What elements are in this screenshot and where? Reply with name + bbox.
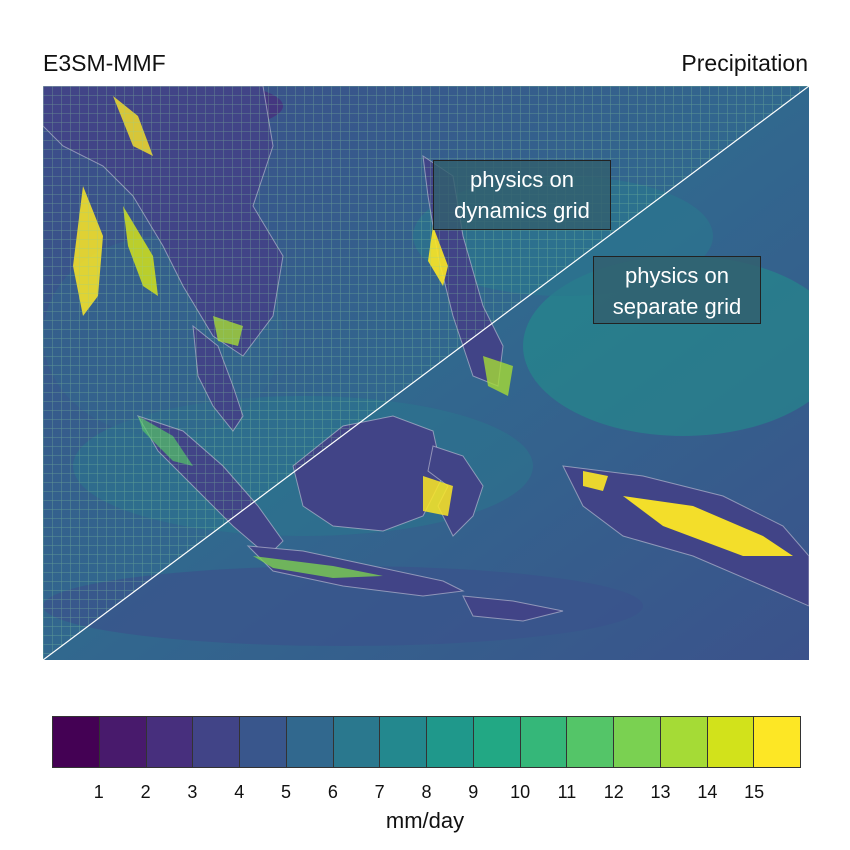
lesser-sunda xyxy=(462,595,564,622)
physics-on-dynamics-grid-label: physics on dynamics grid xyxy=(433,160,611,230)
precipitation-map: physics on dynamics grid physics on sepa… xyxy=(43,86,809,660)
colorbar-swatch xyxy=(193,717,240,767)
colorbar-tick-label: 12 xyxy=(603,782,624,802)
dynamics-label-line1: physics on xyxy=(470,167,574,192)
colorbar-swatch xyxy=(473,717,521,767)
colorbar-swatch xyxy=(660,717,708,767)
colorbar-tick-label: 2 xyxy=(140,782,151,802)
colorbar-swatch xyxy=(427,717,474,767)
colorbar xyxy=(52,716,801,768)
colorbar-tick-label: 8 xyxy=(421,782,432,802)
colorbar-swatch xyxy=(707,717,755,767)
colorbar-tick-label: 13 xyxy=(650,782,671,802)
colorbar-tick-label: 14 xyxy=(697,782,718,802)
colorbar-swatch xyxy=(99,717,147,767)
new-guinea xyxy=(562,465,809,607)
colorbar-swatch xyxy=(614,717,661,767)
model-title: E3SM-MMF xyxy=(43,50,166,76)
colorbar-swatch xyxy=(146,717,194,767)
colorbar-tick-label: 9 xyxy=(468,782,479,802)
colorbar-swatch xyxy=(240,717,287,767)
variable-title: Precipitation xyxy=(681,50,808,76)
colorbar-swatch xyxy=(333,717,381,767)
colorbar-tick-label: 15 xyxy=(744,782,765,802)
diagonal-divider xyxy=(43,86,809,660)
colorbar-tick-label: 4 xyxy=(234,782,245,802)
colorbar-tick-label: 6 xyxy=(327,782,338,802)
colorbar-tick-label: 10 xyxy=(510,782,531,802)
colorbar-tick-label: 3 xyxy=(187,782,198,802)
colorbar-tick-label: 11 xyxy=(557,782,577,802)
colorbar-swatch xyxy=(53,717,100,767)
colorbar-tick-label: 5 xyxy=(281,782,292,802)
colorbar-swatch xyxy=(754,717,800,767)
colorbar-swatch xyxy=(520,717,568,767)
separate-label-line1: physics on xyxy=(625,263,729,288)
dynamics-label-line2: dynamics grid xyxy=(454,198,590,223)
colorbar-tick-label: 7 xyxy=(374,782,385,802)
separate-label-line2: separate grid xyxy=(612,294,742,319)
colorbar-swatch xyxy=(567,717,614,767)
colorbar-ticks: 1 2 3 4 5 6 7 8 9 10 11 12 13 14 15 xyxy=(52,782,801,806)
physics-on-separate-grid-label: physics on separate grid xyxy=(593,256,761,324)
colorbar-unit-label: mm/day xyxy=(385,808,465,833)
colorbar-swatch xyxy=(380,717,427,767)
colorbar-swatch xyxy=(286,717,334,767)
colorbar-tick-label: 1 xyxy=(93,782,104,802)
